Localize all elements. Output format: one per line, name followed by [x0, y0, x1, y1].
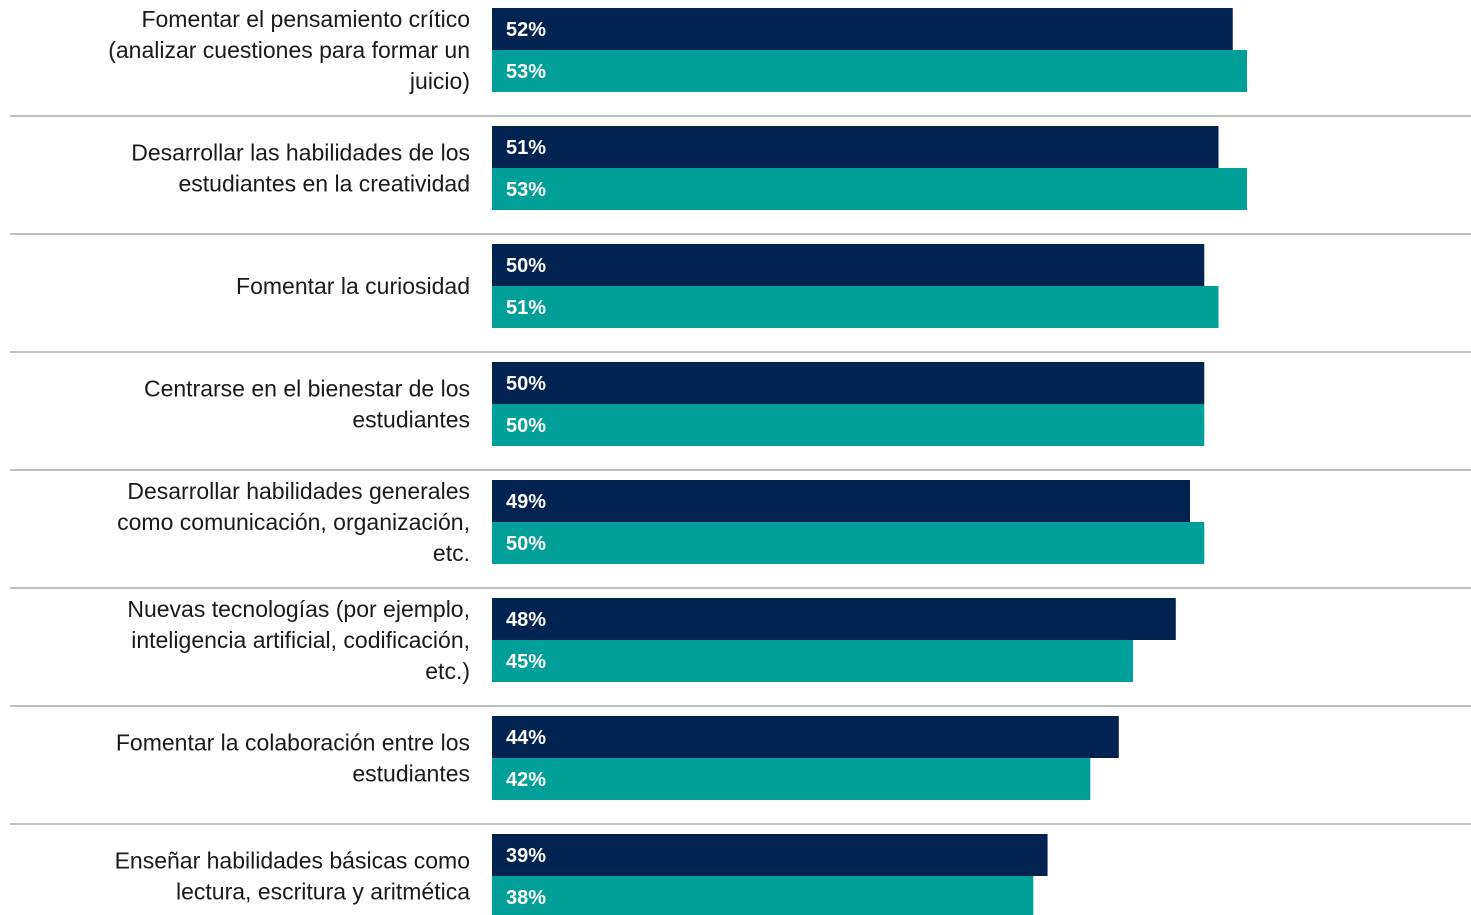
data-label: 53%	[506, 179, 546, 201]
category-label: etc.)	[425, 658, 470, 684]
bar-series-1	[492, 480, 1191, 522]
category-label: etc.	[433, 540, 470, 566]
data-label: 51%	[506, 137, 546, 159]
category-label: Enseñar habilidades básicas como	[115, 848, 470, 874]
category-label: Nuevas tecnologías (por ejemplo,	[127, 596, 470, 622]
data-label: 53%	[506, 61, 546, 83]
bar-series-2	[492, 404, 1205, 446]
category-label: inteligencia artificial, codificación,	[131, 627, 470, 653]
data-label: 45%	[506, 651, 546, 673]
data-label: 50%	[506, 415, 546, 437]
category-label: Desarrollar las habilidades de los	[131, 140, 470, 166]
data-label: 38%	[506, 887, 546, 909]
bar-series-2	[492, 522, 1205, 564]
data-label: 52%	[506, 19, 546, 41]
category-label: estudiantes	[352, 407, 470, 433]
data-label: 44%	[506, 727, 546, 749]
category-label: Fomentar la colaboración entre los	[116, 730, 470, 756]
bar-series-2	[492, 640, 1134, 682]
category-label: estudiantes	[352, 761, 470, 787]
category-label: juicio)	[409, 68, 470, 94]
bar-series-1	[492, 126, 1219, 168]
category-label: Desarrollar habilidades generales	[127, 478, 470, 504]
category-label: como comunicación, organización,	[117, 509, 470, 535]
data-label: 50%	[506, 255, 546, 277]
data-label: 39%	[506, 845, 546, 867]
bar-series-1	[492, 716, 1119, 758]
bar-series-1	[492, 362, 1205, 404]
bar-series-1	[492, 244, 1205, 286]
data-label: 48%	[506, 609, 546, 631]
data-label: 49%	[506, 491, 546, 513]
data-label: 51%	[506, 297, 546, 319]
bar-series-2	[492, 168, 1247, 210]
data-label: 50%	[506, 533, 546, 555]
data-label: 42%	[506, 769, 546, 791]
bar-series-2	[492, 286, 1219, 328]
category-label: estudiantes en la creatividad	[178, 171, 470, 197]
bar-series-1	[492, 834, 1048, 876]
bar-series-2	[492, 758, 1091, 800]
category-label: Fomentar el pensamiento crítico	[141, 6, 470, 32]
bar-series-2	[492, 50, 1247, 92]
category-label: lectura, escritura y aritmética	[176, 879, 470, 905]
category-label: (analizar cuestiones para formar un	[108, 37, 470, 63]
bar-series-2	[492, 876, 1034, 915]
bar-series-1	[492, 598, 1176, 640]
bar-series-1	[492, 8, 1233, 50]
data-label: 50%	[506, 373, 546, 395]
category-label: Fomentar la curiosidad	[236, 273, 470, 299]
category-label: Centrarse en el bienestar de los	[144, 376, 470, 402]
